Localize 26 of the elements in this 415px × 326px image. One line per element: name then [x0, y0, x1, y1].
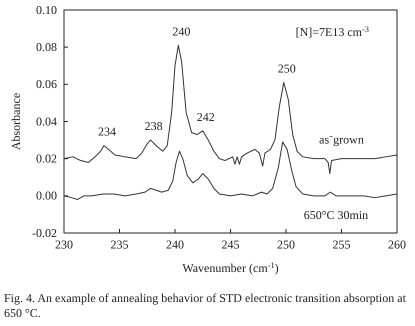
y-tick-label: -0.02: [32, 226, 57, 240]
annotation: 240: [172, 24, 190, 38]
x-tick-label: 250: [277, 238, 295, 252]
y-tick-label: 0.06: [36, 77, 57, 92]
x-tick-label: 260: [388, 238, 406, 252]
series-label: as⁻grown: [319, 132, 364, 147]
x-tick-label: 240: [166, 238, 184, 252]
x-tick-label: 245: [222, 238, 240, 252]
annotation: 250: [278, 61, 296, 76]
y-tick-label: 0.00: [36, 188, 57, 203]
y-tick-label: 0.04: [36, 114, 57, 128]
line-series: [64, 44, 398, 174]
annotation: 242: [196, 110, 215, 124]
series-label: 650°C 30min: [304, 208, 368, 222]
y-tick-label: 0.08: [36, 40, 57, 54]
caption: Fig. 4. An example of annealing behavior of STD electronic transition absorption at 650 °C.: [4, 291, 407, 320]
x-tick-label: 255: [332, 238, 350, 252]
annotation: 234: [98, 124, 116, 139]
annotation: [N]=7E13 cm$^{-3}$: [296, 24, 369, 39]
x-axis-title: Wavenumber (cm$^{-1}$): [182, 260, 279, 275]
y-tick-label: 0.10: [36, 2, 57, 17]
x-tick-label: 230: [55, 238, 73, 252]
y-tick-label: 0.02: [36, 152, 57, 166]
annotation: 238: [144, 119, 163, 134]
y-axis-title: Absorbance: [9, 92, 23, 150]
x-tick-label: 235: [110, 238, 128, 252]
